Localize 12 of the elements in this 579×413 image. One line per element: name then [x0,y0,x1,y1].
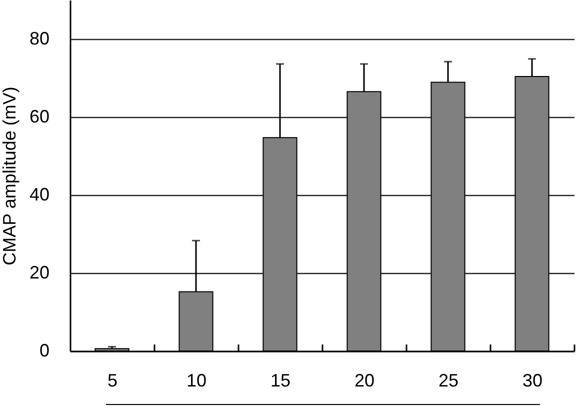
y-axis-title: CMAP amplitude (mV) [0,86,20,266]
y-tick-label: 60 [29,106,50,126]
x-tick-label: 25 [438,370,459,390]
y-tick-label: 40 [29,184,50,204]
x-tick-label: 15 [270,370,291,390]
x-tick-label: 30 [522,370,543,390]
y-tick-label: 20 [29,262,50,282]
y-tick-label: 0 [39,340,50,360]
x-tick-label: 10 [186,370,207,390]
x-tick-label: 5 [107,370,118,390]
x-tick-label: 20 [354,370,375,390]
y-tick-label: 80 [29,28,50,48]
